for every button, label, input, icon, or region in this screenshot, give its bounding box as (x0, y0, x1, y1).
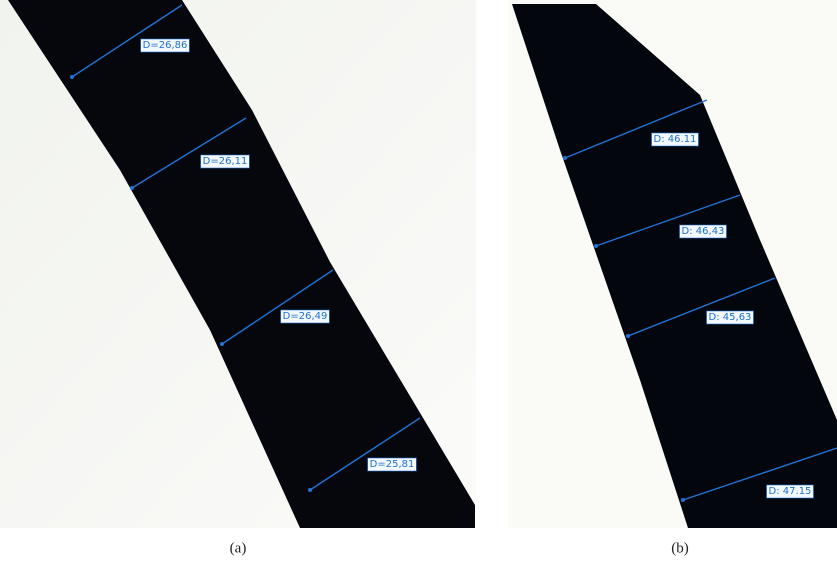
measure-end (563, 156, 567, 160)
figure: (a) (b) D=26,86 D=26,11 D=26,49 D=25,81 D: 4… (0, 0, 837, 568)
measure-end (594, 244, 598, 248)
measure-label: D: 47.15 (769, 486, 812, 497)
measure-end (130, 186, 134, 190)
panel-b (508, 0, 837, 528)
caption-b: (b) (671, 540, 689, 556)
measure-end (626, 334, 630, 338)
measure-end (70, 75, 74, 79)
measure-label: D=26,49 (283, 311, 328, 322)
measure-label: D=26,86 (143, 40, 188, 51)
measure-label: D: 45,63 (709, 312, 752, 323)
measure-label: D=25,81 (370, 459, 415, 470)
measure-label: D: 46.11 (654, 134, 697, 145)
measure-label: D=26,11 (203, 156, 248, 167)
measure-end (220, 342, 224, 346)
measure-end (308, 488, 312, 492)
measure-label: D: 46,43 (682, 226, 725, 237)
panel-a (0, 0, 476, 528)
measure-end (681, 498, 685, 502)
caption-a: (a) (230, 540, 247, 556)
